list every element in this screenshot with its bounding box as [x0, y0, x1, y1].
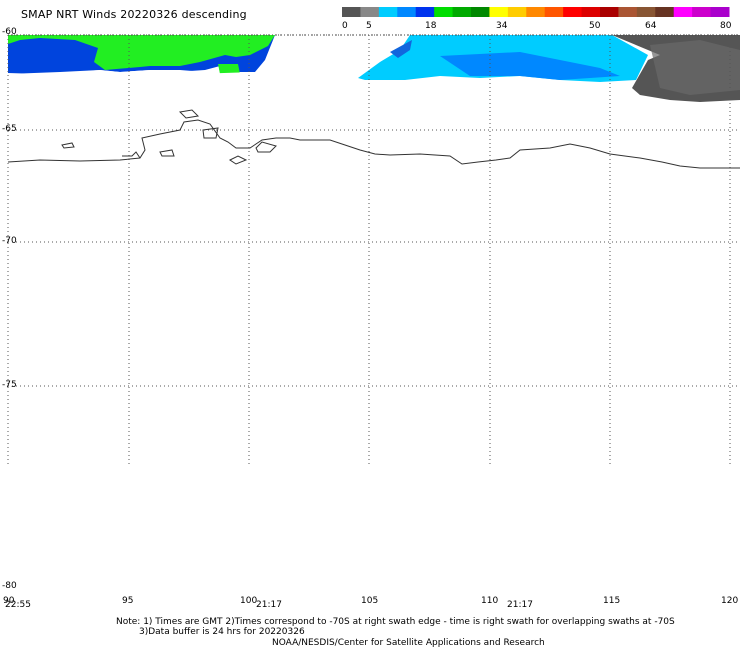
swath-time-2: 21:17	[256, 600, 282, 610]
lat-label-70: -70	[2, 236, 17, 246]
colorbar-segment	[618, 7, 638, 17]
colorbar-segment	[581, 7, 601, 17]
wind-speed-colorbar	[342, 7, 730, 17]
colorbar-tick-label: 80	[720, 21, 732, 31]
swath-green-small	[218, 64, 240, 74]
colorbar-segment	[636, 7, 656, 17]
lon-label-120: 120	[721, 596, 739, 606]
colorbar-segment	[360, 7, 380, 17]
colorbar-segment	[692, 7, 712, 17]
credit-line: NOAA/NESDIS/Center for Satellite Applica…	[272, 638, 545, 648]
graticule	[7, 34, 740, 465]
colorbar-segment	[526, 7, 546, 17]
lon-label-105: 105	[361, 596, 379, 606]
no-data-regions	[8, 70, 255, 80]
colorbar-tick-label: 0	[342, 21, 348, 31]
colorbar-segment	[489, 7, 509, 17]
note-line-1: Note: 1) Times are GMT 2)Times correspon…	[116, 617, 675, 627]
lat-label-60: -60	[2, 27, 17, 37]
colorbar-segment	[673, 7, 693, 17]
colorbar-segment	[600, 7, 619, 17]
swath-blue-right-patch	[440, 52, 620, 80]
colorbar-tick-label: 18	[425, 21, 437, 31]
lat-label-75: -75	[2, 380, 17, 390]
swath-green-left	[8, 35, 275, 70]
colorbar-segment	[415, 7, 435, 17]
lon-label-100: 100	[240, 596, 258, 606]
colorbar-segment	[397, 7, 417, 17]
colorbar-segment	[544, 7, 564, 17]
lon-label-110: 110	[481, 596, 499, 606]
note-line-2: 3)Data buffer is 24 hrs for 20220326	[139, 627, 305, 637]
swath-time-3: 21:17	[507, 600, 533, 610]
colorbar-segment	[655, 7, 675, 17]
colorbar-segment	[471, 7, 490, 17]
map-title: SMAP NRT Winds 20220326 descending	[21, 8, 247, 21]
colorbar-segment	[563, 7, 583, 17]
antarctic-coastline	[7, 109, 740, 169]
lat-label-80: -80	[2, 581, 17, 591]
swath-blue-edge	[390, 40, 412, 58]
colorbar-segment	[710, 7, 730, 17]
colorbar-segment	[452, 7, 472, 17]
wind-swaths	[8, 35, 740, 102]
colorbar-segment	[434, 7, 454, 17]
colorbar-segment	[507, 7, 527, 17]
lat-label-65: -65	[2, 124, 17, 134]
swath-time-1: 22:55	[5, 600, 31, 610]
colorbar-tick-label: 64	[645, 21, 657, 31]
swath-gray-light	[650, 40, 740, 95]
colorbar-tick-label: 34	[496, 21, 508, 31]
colorbar-tick-label: 50	[589, 21, 601, 31]
colorbar-tick-label: 5	[366, 21, 372, 31]
colorbar-segment	[378, 7, 398, 17]
colorbar-segment	[342, 7, 361, 17]
lon-label-95: 95	[122, 596, 134, 606]
lon-label-115: 115	[603, 596, 621, 606]
lon-label-90: 90	[3, 596, 15, 606]
